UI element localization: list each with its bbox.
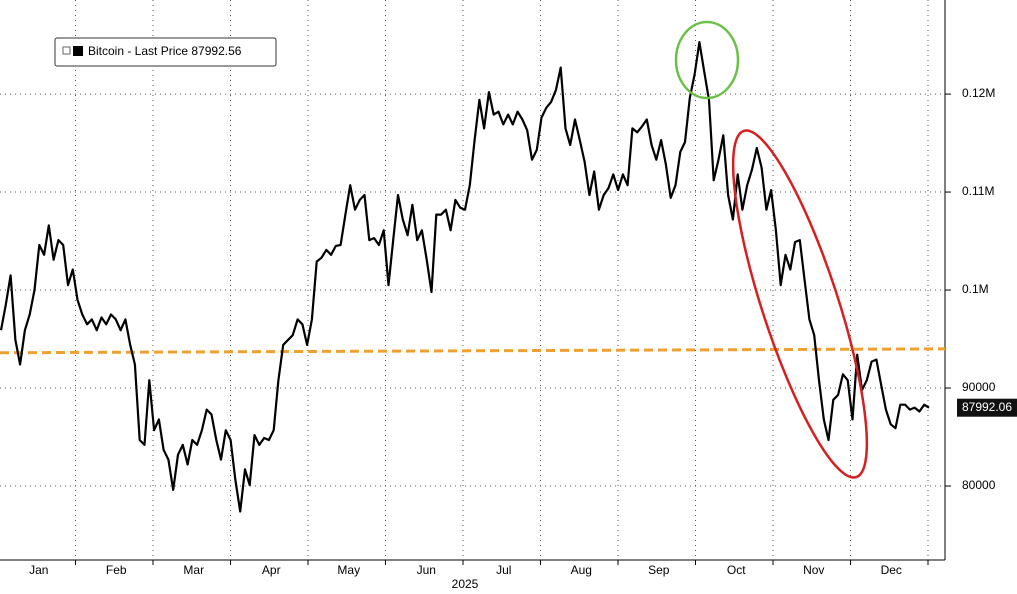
y-tick-label: 0.12M <box>962 86 995 100</box>
x-tick-label: Mar <box>183 563 204 577</box>
last-price-box <box>957 398 1017 417</box>
legend-toggle <box>62 46 71 55</box>
x-tick-label: Nov <box>803 563 824 577</box>
x-tick-label: Apr <box>262 563 281 577</box>
x-tick-label: Jun <box>417 563 436 577</box>
highlight-ellipse <box>674 20 740 100</box>
x-tick-label: Jan <box>29 563 48 577</box>
legend-label: Bitcoin - Last Price 87992.56 <box>88 44 242 58</box>
x-tick-label: Aug <box>571 563 592 577</box>
legend: Bitcoin - Last Price 87992.56 <box>54 37 277 67</box>
y-tick-label: 80000 <box>962 478 996 492</box>
y-tick-label: 0.11M <box>962 184 994 198</box>
legend-swatch <box>73 46 83 56</box>
x-tick-label: May <box>337 563 360 577</box>
last-price-label: 87992.06 <box>962 400 1012 414</box>
x-tick-label: Feb <box>106 563 127 577</box>
x-axis-label: 2025 <box>452 577 479 591</box>
x-tick-label: Oct <box>727 563 746 577</box>
x-tick-label: Sep <box>648 563 670 577</box>
price-line <box>0 41 930 513</box>
y-tick-label: 90000 <box>962 380 996 394</box>
legend-box <box>54 37 277 67</box>
highlight-ellipse <box>731 129 869 479</box>
reference-line <box>0 347 946 355</box>
x-tick-label: Jul <box>496 563 511 577</box>
y-tick-label: 0.1M <box>962 282 989 296</box>
x-tick-label: Dec <box>881 563 902 577</box>
